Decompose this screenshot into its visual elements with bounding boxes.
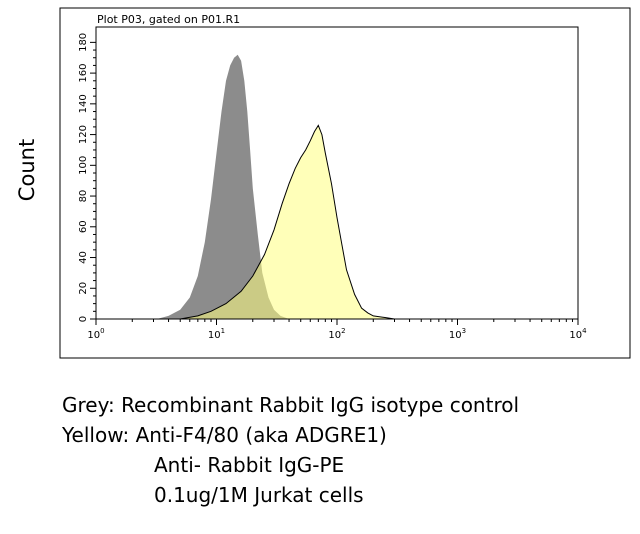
y-tick-label: 120 [78, 125, 89, 144]
y-tick-label: 80 [78, 190, 89, 203]
caption-line-secondary: Anti- Rabbit IgG-PE [154, 453, 345, 477]
y-tick-label: 20 [78, 282, 89, 295]
plot-title: Plot P03, gated on P01.R1 [97, 13, 240, 26]
y-tick-label: 160 [78, 64, 89, 83]
x-tick-label: 102 [328, 327, 345, 341]
x-axis: 100 101 102 103 104 [87, 319, 587, 341]
x-tick-label: 103 [449, 327, 466, 341]
caption-line-concentration: 0.1ug/1M Jurkat cells [154, 483, 364, 507]
x-tick-label: 101 [208, 327, 225, 341]
caption-line-grey: Grey: Recombinant Rabbit IgG isotype con… [62, 393, 520, 417]
y-tick-label: 140 [78, 94, 89, 113]
series-grey-area [156, 54, 289, 319]
series-yellow-area [180, 124, 403, 320]
y-tick-label: 60 [78, 220, 89, 233]
caption-line-yellow: Yellow: Anti-F4/80 (aka ADGRE1) [62, 423, 387, 447]
y-axis-label: Count [15, 139, 39, 201]
y-tick-label: 180 [78, 33, 89, 52]
series-layer [156, 54, 403, 320]
y-tick-label: 100 [78, 156, 89, 175]
histogram-chart: Plot P03, gated on P01.R1 Count 100 101 10… [15, 7, 631, 359]
outer-frame [59, 7, 631, 359]
x-tick-label: 104 [569, 327, 587, 341]
y-axis: 0 20 40 60 80 100 120 140 160 180 [78, 33, 96, 322]
y-tick-label: 40 [78, 251, 89, 264]
x-tick-label: 100 [87, 327, 104, 341]
y-tick-label: 0 [78, 316, 89, 322]
caption: Grey: Recombinant Rabbit IgG isotype con… [62, 390, 632, 510]
